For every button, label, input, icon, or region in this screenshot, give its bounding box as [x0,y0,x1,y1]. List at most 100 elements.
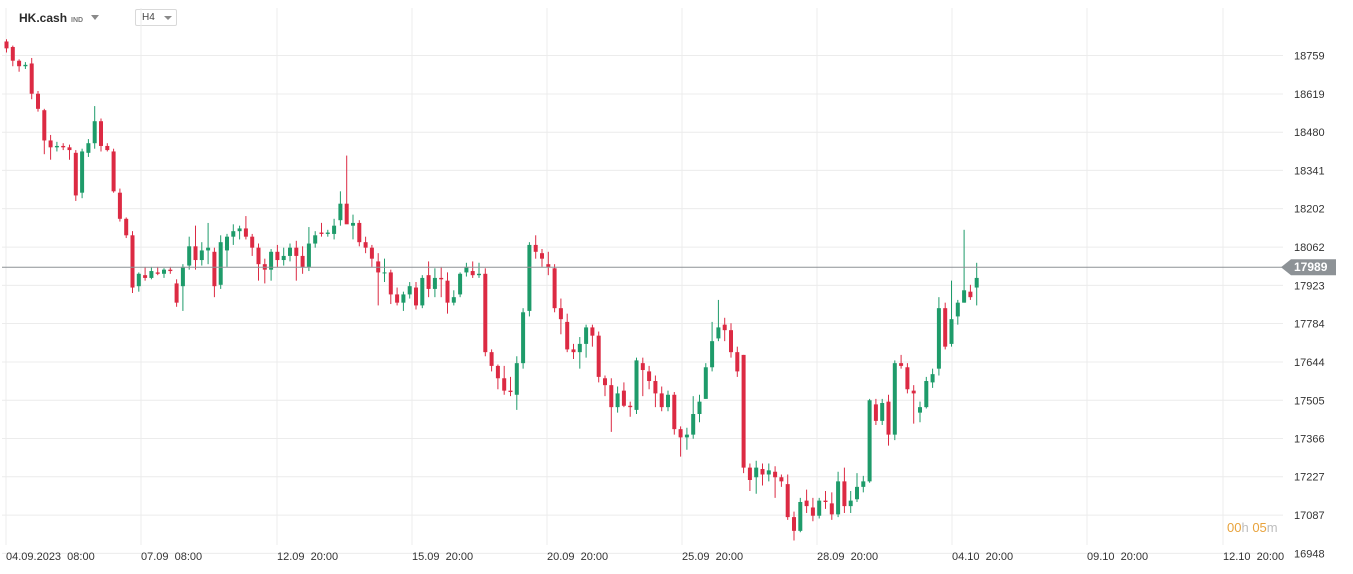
candle-body [546,264,551,267]
candle-body [218,242,223,285]
x-tick-label: 04.10 20:00 [952,551,1013,563]
candle-body [124,218,129,236]
candle-body [250,236,255,248]
candle-body [92,121,97,144]
candle [495,364,500,390]
candle [319,222,324,237]
y-tick-label: 17087 [1294,510,1325,522]
y-tick-label: 17227 [1294,472,1325,484]
candle [262,258,267,284]
candle [691,396,696,439]
candle-body [924,381,929,408]
candle [143,266,148,281]
candle [199,242,204,266]
candle [684,427,689,450]
x-tick-label: 20.09 20:00 [547,551,608,563]
candle-body [521,312,526,364]
candle-body [36,93,40,109]
candle [628,401,633,417]
candle [678,426,683,457]
candle [514,356,519,410]
countdown-hours-unit: h [1241,520,1249,535]
candle-body [672,394,677,430]
candle [640,357,645,397]
candle-body [445,280,450,303]
candle [829,492,834,520]
candle-body [117,192,122,219]
y-tick-label: 18619 [1294,89,1325,101]
candle-body [306,243,311,267]
candle [464,262,469,277]
candle [445,272,450,314]
candle-body [426,275,431,289]
candle [722,317,727,342]
candle [880,398,885,426]
candle [483,268,488,357]
timeframe-select[interactable]: H4 [135,9,177,26]
candle-body [61,145,66,148]
candle [414,282,418,310]
candle [206,222,211,265]
candle [17,59,22,72]
candle-body [231,231,236,237]
candle [836,471,841,518]
candle [237,225,242,240]
candle [590,324,595,347]
candle [792,511,796,541]
candle-body [867,400,872,482]
candle [603,375,607,397]
candle [741,354,746,474]
candle [432,268,437,298]
candle-body [565,321,570,350]
candle [521,308,526,369]
x-tick-label: 09.10 20:00 [1087,551,1148,563]
candle-body [596,335,601,377]
candle [111,148,116,193]
candle-body [974,277,979,288]
candle-body [943,308,948,347]
candle-body [483,273,488,353]
candle [149,266,154,280]
candle [168,266,173,274]
candle [546,251,551,276]
candle-body [773,471,778,478]
y-tick-label: 16948 [1294,548,1325,560]
candle-body [73,152,78,196]
candle-body [678,429,683,438]
candle-body [23,64,28,67]
y-tick-label: 18202 [1294,204,1325,216]
candle [288,243,292,262]
candle [584,324,589,358]
candle-body [697,401,702,415]
candle [42,108,47,155]
symbol-selector[interactable]: HK.cash IND [19,11,83,25]
current-price-indicator: 17989 [2,259,1336,276]
candle-body [338,203,343,221]
candle [439,266,444,298]
candle [918,401,922,423]
candle-body [300,255,305,267]
candle-body [930,374,935,383]
candle-body [855,486,859,500]
candle-body [540,253,544,259]
candle [306,227,311,272]
candle-body [640,363,645,371]
y-tick-label: 17923 [1294,280,1325,292]
candle [420,275,425,309]
candle-body [54,145,59,148]
candle-body [508,390,513,393]
candle [968,284,973,300]
candle [962,229,967,303]
candle-body [325,232,330,234]
y-tick-label: 18480 [1294,127,1325,139]
candle-body [212,251,217,287]
candle [48,134,53,160]
candle [892,360,897,441]
candle-body [489,352,494,366]
symbol-dropdown-icon[interactable] [91,15,99,20]
candle-body [861,481,866,487]
candle-body [432,277,437,289]
candle [351,214,355,240]
candle [67,144,72,160]
